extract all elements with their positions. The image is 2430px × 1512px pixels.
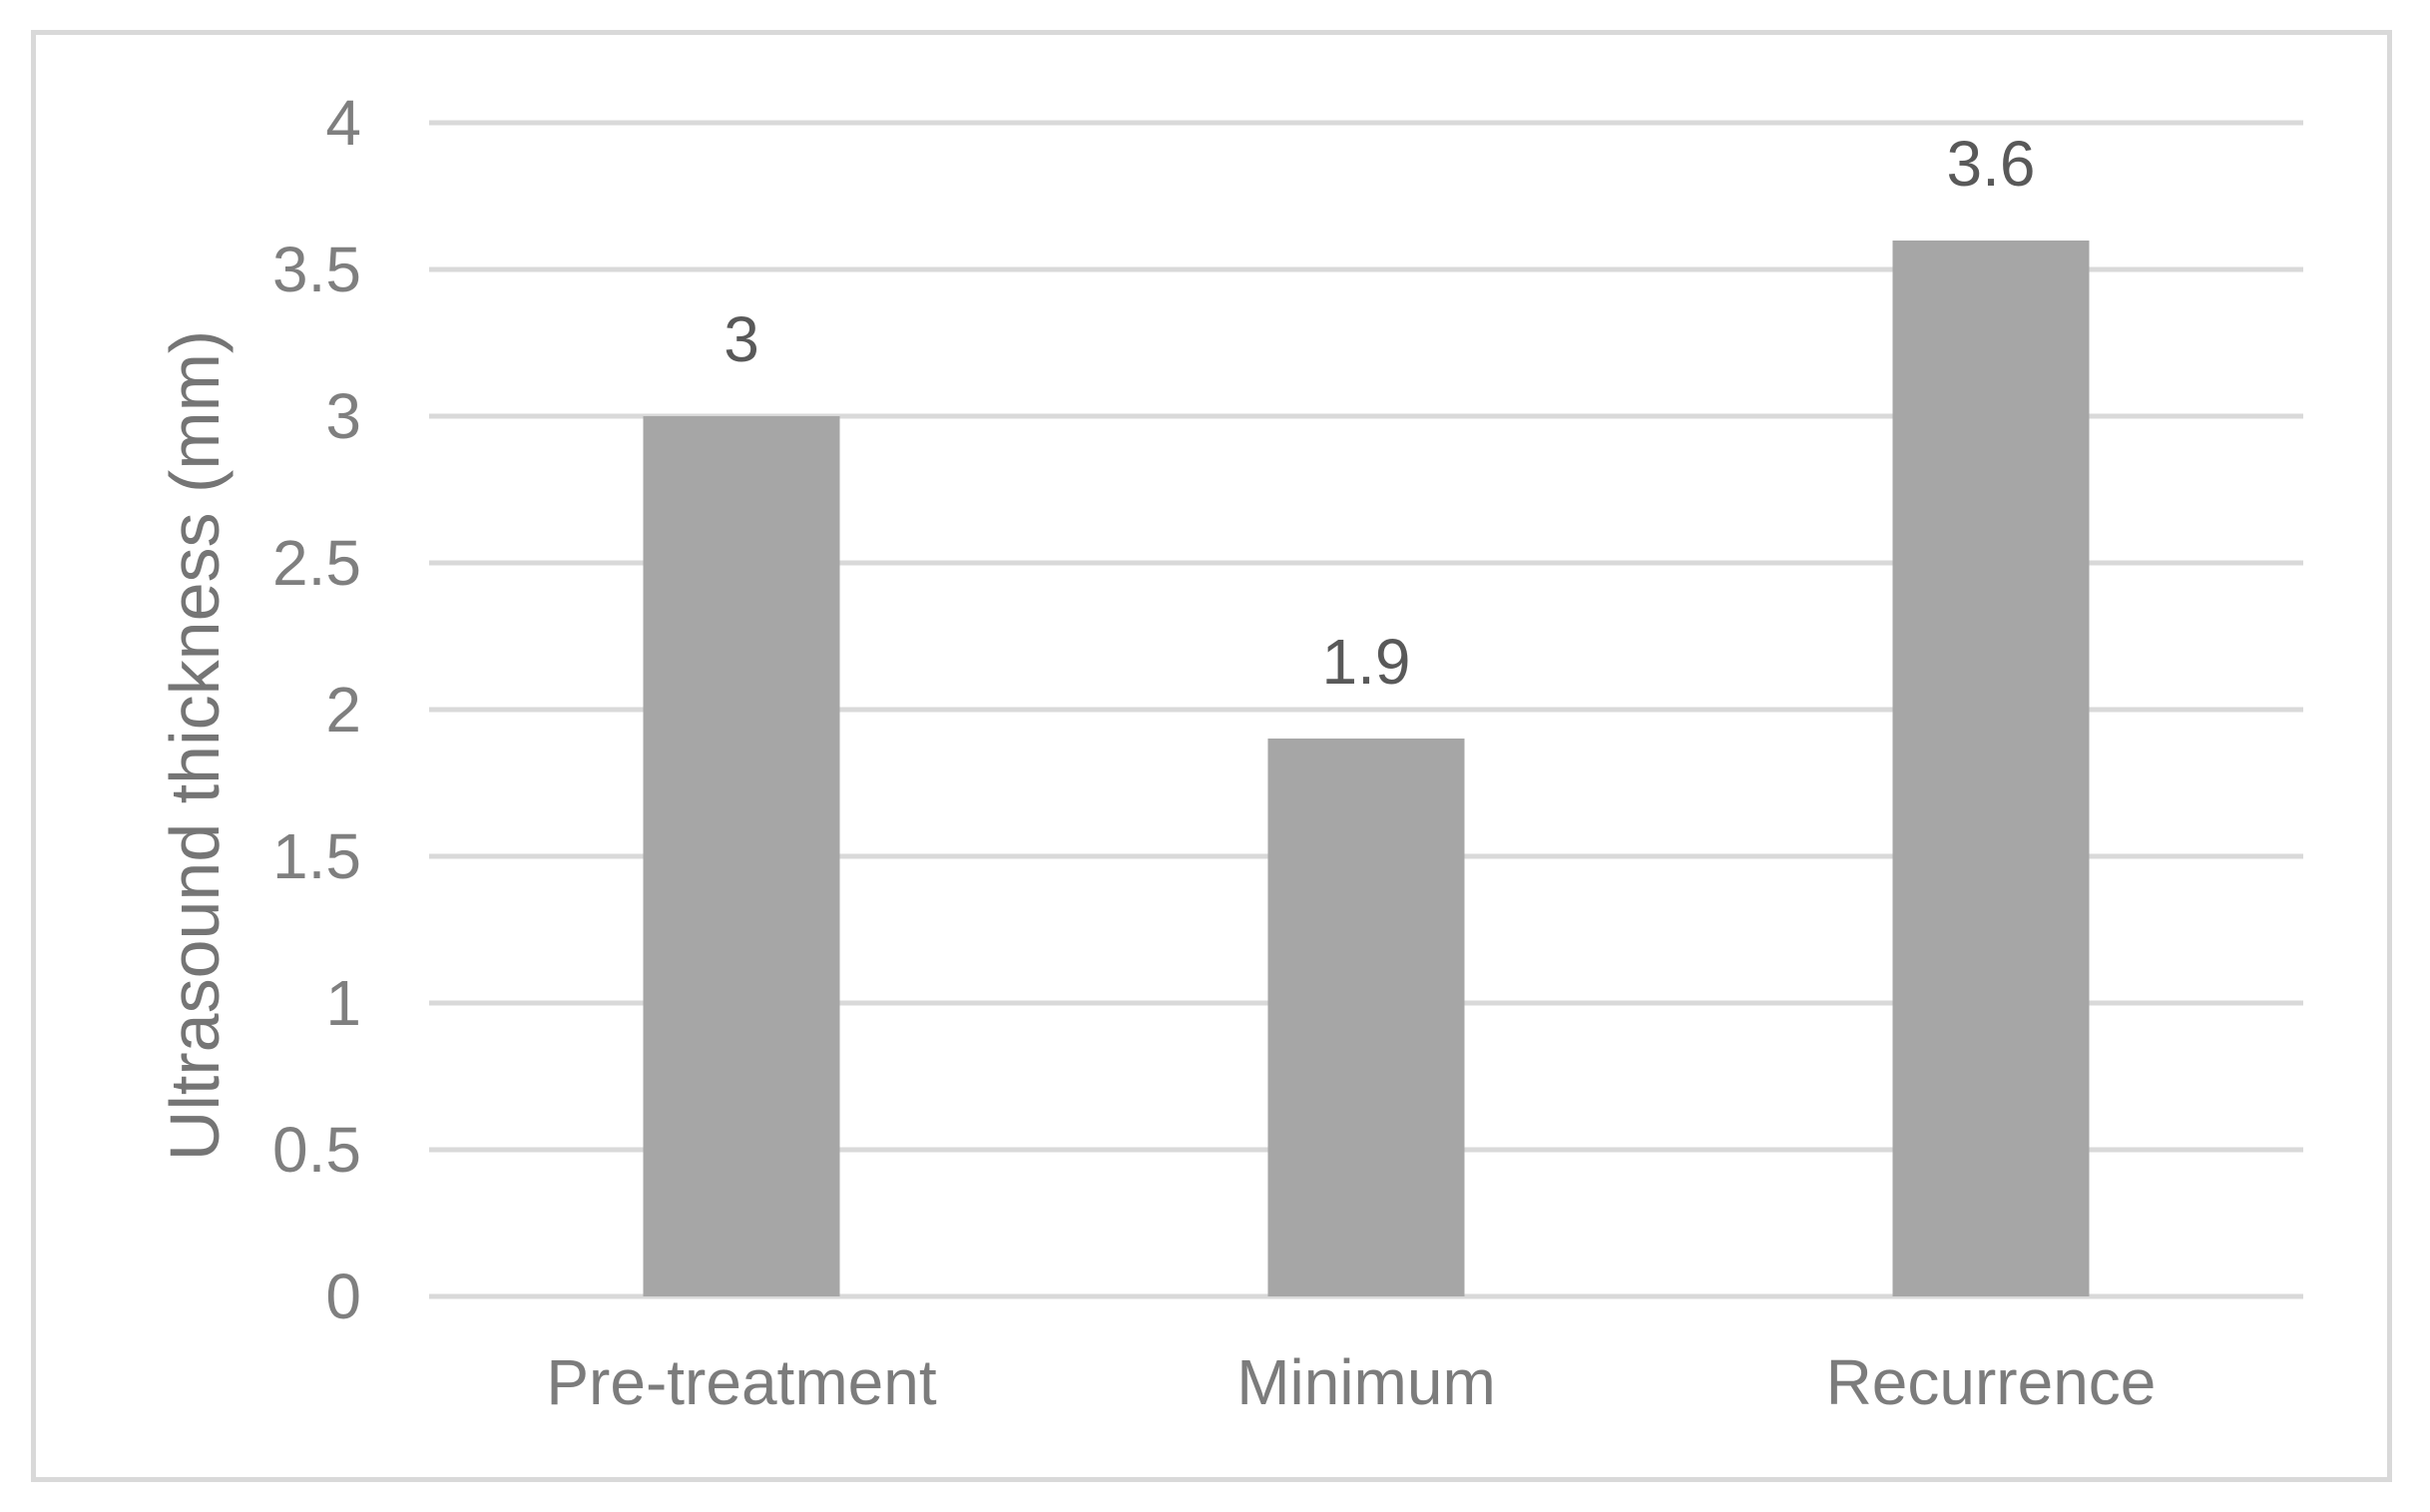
plot-area: 3 1.9 3.6	[429, 120, 2303, 1299]
y-tick-label: 2.5	[272, 527, 361, 599]
y-tick-label: 0.5	[272, 1114, 361, 1186]
gridline	[429, 266, 2303, 272]
gridline	[429, 413, 2303, 419]
y-tick-label: 2	[325, 674, 361, 746]
y-tick-label: 3.5	[272, 234, 361, 305]
bar-value-label-pre-treatment: 3	[724, 303, 759, 375]
y-tick-label: 3	[325, 380, 361, 452]
gridline	[429, 707, 2303, 713]
y-tick-label: 4	[325, 87, 361, 159]
y-tick-label: 1	[325, 967, 361, 1039]
bar-value-label-minimum: 1.9	[1321, 626, 1411, 699]
x-category-label-pre-treatment: Pre-treatment	[546, 1346, 937, 1418]
y-tick-label: 1.5	[272, 820, 361, 892]
bar-minimum	[1267, 739, 1465, 1296]
gridline	[429, 560, 2303, 566]
x-category-label-minimum: Minimum	[1236, 1346, 1496, 1418]
gridline	[429, 1293, 2303, 1299]
gridline	[429, 120, 2303, 126]
bar-recurrence	[1892, 240, 2090, 1296]
bar-slot-recurrence: 3.6	[1679, 123, 2303, 1296]
bar-pre-treatment	[643, 416, 840, 1296]
bar-value-label-recurrence: 3.6	[1946, 127, 2036, 200]
bar-slot-pre-treatment: 3	[429, 123, 1054, 1296]
bar-slot-minimum: 1.9	[1054, 123, 1679, 1296]
y-axis-tick-labels: 0 0.5 1 1.5 2 2.5 3 3.5 4	[0, 91, 397, 1328]
y-tick-label: 0	[325, 1260, 361, 1332]
x-category-label-recurrence: Recurrence	[1825, 1346, 2157, 1418]
x-axis-labels: Pre-treatment Minimum Recurrence	[429, 1343, 2303, 1443]
